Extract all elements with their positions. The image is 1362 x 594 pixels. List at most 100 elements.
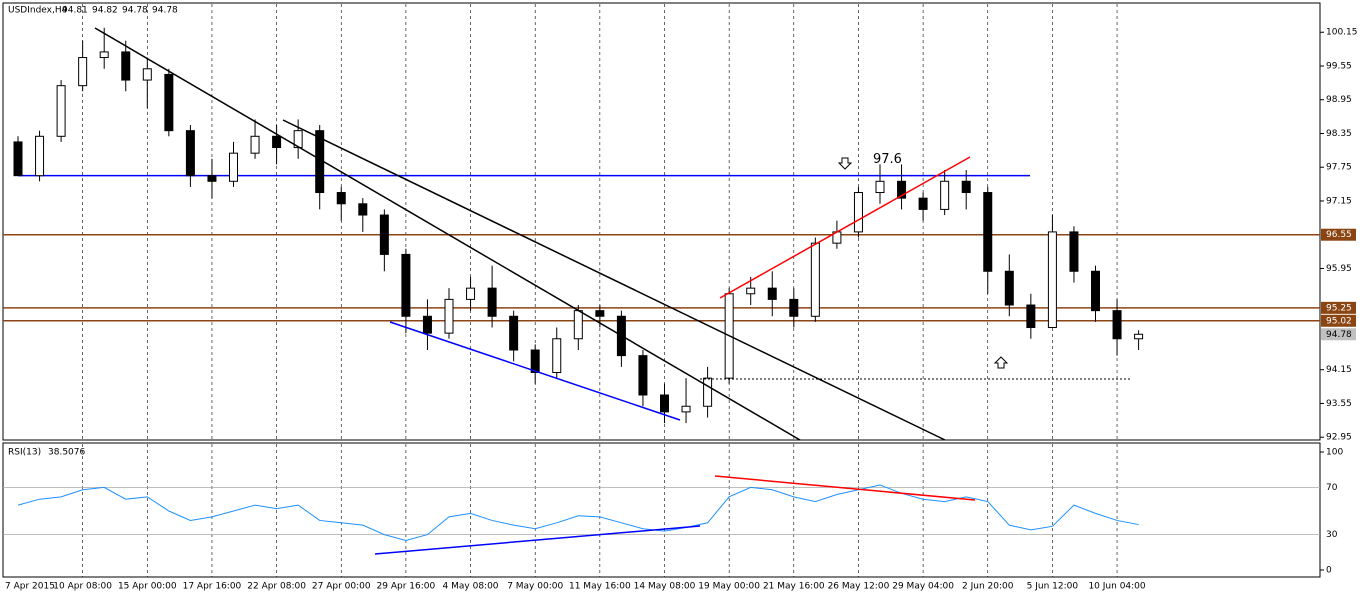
y-tick-label: 100.15 xyxy=(1326,28,1358,38)
marked-level-label: 97.6 xyxy=(873,152,902,167)
header-value: 94.78 xyxy=(122,6,148,16)
candle-body xyxy=(853,192,863,233)
rsi-trend-line xyxy=(374,525,701,555)
current-price-box xyxy=(1321,328,1356,341)
candle-body xyxy=(1069,231,1079,272)
x-tick-label: 5 Jun 12:00 xyxy=(1027,582,1079,592)
level-box xyxy=(1321,301,1356,314)
candle-body xyxy=(272,135,282,149)
x-tick-label: 7 May 00:00 xyxy=(507,582,563,592)
x-tick-label: 27 Apr 00:00 xyxy=(312,582,371,592)
candle-body xyxy=(897,180,907,199)
candle-body xyxy=(250,135,260,154)
trend-line xyxy=(389,321,681,421)
candle-body xyxy=(703,377,713,407)
trend-lines xyxy=(94,27,1130,555)
arrow-up xyxy=(993,356,1009,369)
candle-body xyxy=(595,310,605,317)
y-tick-label: 93.55 xyxy=(1326,399,1352,409)
candle-body xyxy=(530,349,540,374)
rsi-tick-label: 70 xyxy=(1326,483,1338,493)
candle-body xyxy=(56,85,66,137)
candle-body xyxy=(1134,333,1144,340)
candle-body xyxy=(466,287,476,300)
candle-body xyxy=(660,394,669,413)
level-label: 95.02 xyxy=(1326,316,1352,326)
x-tick-label: 11 May 16:00 xyxy=(569,582,631,592)
x-tick-label: 17 Apr 16:00 xyxy=(183,582,242,592)
candle-body xyxy=(767,287,777,300)
candle-body xyxy=(35,135,45,177)
x-tick-label: 7 Apr 2015 xyxy=(5,582,55,592)
arrow-down xyxy=(837,157,853,170)
candle-body xyxy=(681,405,691,413)
level-label: 95.25 xyxy=(1326,303,1352,313)
candle-body xyxy=(444,298,454,334)
candle-body xyxy=(185,130,195,177)
x-tick-label: 10 Jun 04:00 xyxy=(1088,582,1145,592)
candle-body xyxy=(1026,304,1036,329)
y-tick-label: 97.75 xyxy=(1326,163,1352,173)
candle-body xyxy=(789,298,799,317)
rsi-trend-line xyxy=(714,475,976,501)
candle-body xyxy=(918,197,928,210)
candle-body xyxy=(961,180,971,194)
x-tick-label: 29 Apr 16:00 xyxy=(377,582,436,592)
candle-body xyxy=(358,203,368,216)
y-tick-label: 95.95 xyxy=(1326,264,1352,274)
candle-body xyxy=(810,242,820,317)
trend-line xyxy=(282,119,946,441)
trend-line xyxy=(719,156,971,299)
x-tick-label: 22 Apr 08:00 xyxy=(247,582,306,592)
level-box xyxy=(1321,228,1356,241)
candle-body xyxy=(164,73,174,132)
header-value: 94.78 xyxy=(152,6,178,16)
candle-body xyxy=(207,175,217,182)
candle-body xyxy=(13,141,23,177)
header-value: 94.81 xyxy=(62,6,88,16)
candle-body xyxy=(99,51,109,59)
candle-body xyxy=(573,310,583,340)
candle-body xyxy=(487,287,497,317)
candle-body xyxy=(638,355,648,396)
candle-body xyxy=(401,253,411,317)
y-tick-label: 94.15 xyxy=(1326,365,1352,375)
candle-body xyxy=(940,180,950,210)
rsi-label: RSI(13) xyxy=(8,448,41,458)
candle-body xyxy=(1047,231,1057,329)
candle-body xyxy=(552,338,562,374)
price-panel xyxy=(2,2,1321,441)
candle-body xyxy=(379,214,389,255)
y-tick-label: 99.55 xyxy=(1326,61,1352,71)
y-tick-label: 98.35 xyxy=(1326,129,1352,139)
candle-body xyxy=(746,287,756,295)
candle-body xyxy=(78,57,88,87)
rsi-tick-label: 100 xyxy=(1326,448,1343,458)
candle-body xyxy=(983,192,993,272)
candle-body xyxy=(336,192,346,205)
rsi-panel xyxy=(2,442,1321,578)
candle-body xyxy=(509,315,519,351)
candle-body xyxy=(1091,270,1100,312)
level-box xyxy=(1321,314,1356,327)
rsi-tick-label: 30 xyxy=(1326,530,1338,540)
y-tick-label: 97.15 xyxy=(1326,196,1352,206)
rsi-last: 38.5076 xyxy=(48,448,85,458)
candle-body xyxy=(422,315,432,334)
level-label: 96.55 xyxy=(1326,230,1352,240)
y-tick-label: 98.95 xyxy=(1326,95,1352,105)
rsi-line xyxy=(17,484,1139,542)
x-tick-label: 10 Apr 08:00 xyxy=(53,582,112,592)
candle-body xyxy=(1112,310,1122,340)
x-tick-label: 19 May 00:00 xyxy=(698,582,760,592)
x-tick-label: 29 May 04:00 xyxy=(892,582,954,592)
x-tick-label: 26 May 12:00 xyxy=(828,582,890,592)
x-tick-label: 15 Apr 00:00 xyxy=(118,582,177,592)
rsi-tick-label: 0 xyxy=(1326,566,1332,576)
trend-line xyxy=(94,27,801,441)
candle-body xyxy=(121,51,131,81)
candle-body xyxy=(229,152,238,182)
y-tick-label: 92.95 xyxy=(1326,433,1352,443)
